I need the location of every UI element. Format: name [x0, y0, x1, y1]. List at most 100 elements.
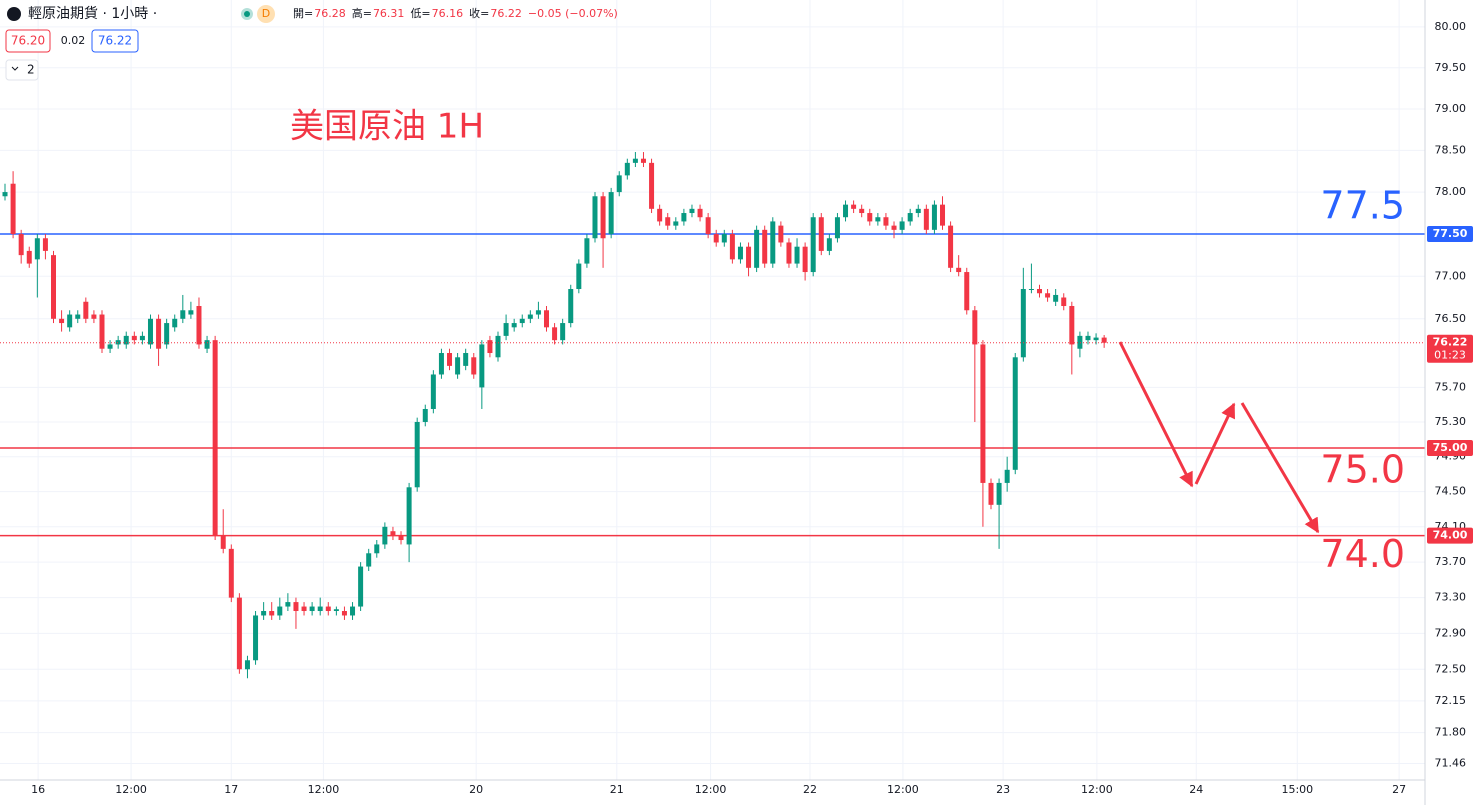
x-tick-label: 16 [31, 783, 45, 796]
candle-body [115, 340, 121, 345]
candle-body [447, 353, 453, 366]
candle-body [1061, 297, 1067, 307]
bid-box[interactable] [5, 29, 51, 53]
level-tag [1427, 440, 1473, 457]
candle-body [34, 238, 40, 260]
arrow [1194, 402, 1236, 485]
ask-box[interactable] [91, 29, 139, 53]
candle-body [988, 482, 994, 505]
y-tick-label: 73.30 [1435, 591, 1467, 604]
candle-body [414, 421, 420, 488]
candle-body [584, 238, 590, 264]
candle-body [689, 208, 695, 214]
candle-body [721, 234, 727, 243]
x-tick-label: 12:00 [695, 783, 727, 796]
badge: D [262, 7, 270, 20]
y-tick-label: 75.30 [1435, 415, 1467, 428]
badge-bg [257, 5, 275, 23]
candle-body [632, 158, 638, 163]
candle-body [244, 660, 250, 670]
change: −0.05 (−0.07%) [528, 7, 618, 20]
candle-body [390, 531, 396, 536]
candle-body [867, 213, 873, 222]
candle-body [236, 597, 242, 670]
candle-body [899, 221, 905, 230]
y-tick-label: 79.50 [1435, 61, 1467, 74]
candle-body [91, 314, 97, 319]
x-tick-label: 21 [610, 783, 624, 796]
level-annotation: 77.5 [1320, 184, 1405, 228]
ohlc-value: 76.22 [490, 7, 522, 20]
candle-body [301, 606, 307, 612]
candle-body [253, 615, 259, 661]
y-tick-label: 78.00 [1435, 185, 1467, 198]
candle-body [172, 318, 178, 328]
candle-body [923, 208, 929, 230]
candle-body [2, 192, 8, 197]
candle-body [107, 344, 113, 349]
candle-body [382, 526, 388, 545]
candle-body [891, 225, 897, 230]
candle-body [543, 310, 549, 328]
candle-body [212, 340, 218, 536]
candle-body [778, 225, 784, 243]
ohlc-value: 76.16 [432, 7, 464, 20]
candle-body [1077, 335, 1083, 349]
y-tick-label: 75.70 [1435, 380, 1467, 393]
candle-body [729, 234, 735, 260]
candle-body [624, 162, 630, 176]
candle-body [980, 344, 986, 483]
candle-body [156, 318, 162, 349]
header: 輕原油期貨 · 1小時 · D 開= 76.28 高= 76.31 低= 76.16 收= 7… [5, 5, 618, 81]
ohlc-label: 高= [352, 6, 372, 20]
candle-body [600, 196, 606, 239]
candle-body [907, 213, 913, 222]
ask: 76.22 [98, 34, 132, 48]
candle-body [616, 175, 622, 193]
ohlc-label: 開= [293, 7, 313, 20]
candle-body [1045, 293, 1051, 298]
spread: 0.02 [61, 34, 86, 47]
candle-body [196, 306, 202, 345]
candle-body [713, 234, 719, 243]
candle-body [996, 482, 1002, 505]
candle-body [592, 196, 598, 239]
candle-body [859, 208, 865, 214]
candle-body [1093, 337, 1099, 341]
y-tick-label: 71.46 [1435, 757, 1467, 770]
candle-body [220, 535, 226, 549]
candle-body [875, 217, 881, 222]
candle-body [964, 272, 970, 311]
candle-body [261, 611, 267, 616]
candle-body [51, 255, 57, 319]
candle-body [552, 327, 558, 341]
candle-body [931, 204, 937, 230]
y-tick-label: 79.00 [1435, 102, 1467, 115]
candle-body [511, 323, 517, 328]
candle-body [99, 314, 105, 349]
candle-body [576, 263, 582, 290]
chart-title: 美国原油 1H [290, 107, 484, 147]
forecast-arrows [1118, 341, 1320, 534]
ohlc-label: 收= [469, 6, 489, 20]
candle-body [810, 217, 816, 273]
x-tick-label: 15:00 [1281, 783, 1313, 796]
x-tick-label: 24 [1189, 783, 1203, 796]
arrow [1118, 341, 1194, 488]
candle-body [754, 229, 760, 268]
plot: 美国原油 1H 77.5 75.0 74.0 [0, 107, 1425, 679]
indicator-toggle[interactable] [5, 59, 39, 81]
candle-body [123, 335, 129, 345]
y-tick-label: 76.50 [1435, 312, 1467, 325]
symbol[interactable]: 輕原油期貨 · 1小時 · [28, 5, 157, 22]
candle-body [358, 566, 364, 607]
candle-body [131, 335, 137, 341]
countdown: 01:23 [1434, 349, 1466, 362]
candle-body [673, 221, 679, 226]
candle-body [657, 208, 663, 222]
candle-body [1036, 289, 1042, 294]
bid: 76.20 [11, 34, 45, 48]
candle-body [406, 487, 412, 545]
